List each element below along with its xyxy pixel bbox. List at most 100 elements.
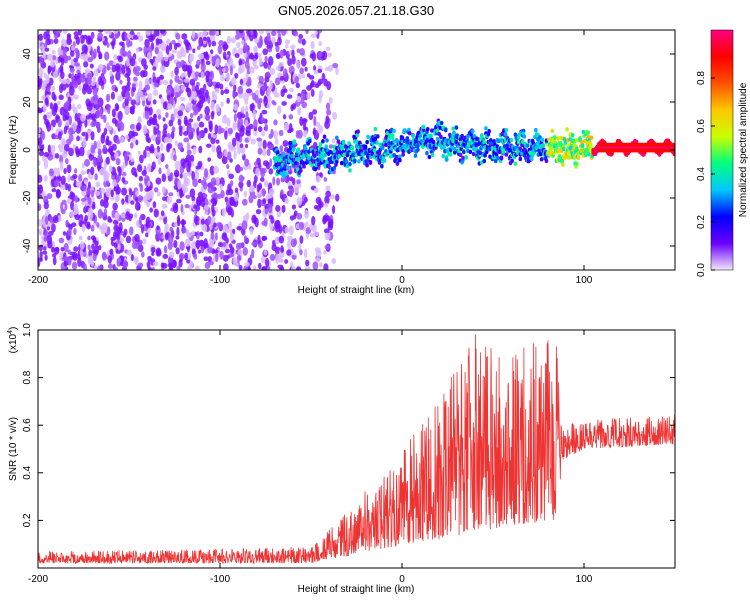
- spectrogram-cell: [254, 54, 258, 59]
- spectrogram-cell: [113, 224, 119, 232]
- spectrogram-cell: [173, 42, 178, 51]
- spectrogram-cell: [150, 134, 157, 141]
- spectrogram-cell: [283, 122, 290, 131]
- spectrogram-cell: [231, 137, 237, 147]
- spectrogram-cell: [144, 38, 150, 48]
- spectrogram-cell: [210, 101, 215, 111]
- spectrogram-cell: [171, 49, 178, 54]
- spectrogram-cell: [197, 161, 203, 168]
- spectrogram-cell: [250, 138, 256, 145]
- spectrogram-cell: [324, 232, 330, 241]
- spectrogram-cell: [94, 173, 98, 181]
- spectrogram-cell: [331, 205, 336, 215]
- spectrogram-cell: [325, 138, 329, 143]
- spectrogram-cell: [49, 102, 53, 110]
- spectrogram-cell: [205, 75, 210, 83]
- spectrogram-cell: [215, 139, 220, 144]
- spectrogram-cell: [278, 235, 285, 244]
- spectrogram-cell: [126, 249, 133, 256]
- spectrogram-cell: [176, 265, 181, 270]
- spectrogram-cell: [221, 115, 228, 124]
- spectrogram-cell: [363, 144, 368, 149]
- spectrogram-cell: [382, 158, 387, 163]
- spectrogram-cell: [41, 44, 45, 51]
- colorbar-tick-label: 0.0: [696, 263, 707, 277]
- spectrogram-cell: [90, 131, 95, 141]
- spectrogram-cell: [178, 253, 185, 260]
- spectrogram-cell: [174, 91, 179, 99]
- spectrogram-cell: [335, 67, 339, 76]
- spectrogram-cell: [318, 41, 323, 47]
- spectrogram-cell: [189, 154, 195, 163]
- spectrogram-cell: [184, 238, 191, 247]
- spectrogram-cell: [263, 180, 269, 187]
- spectrogram-cell: [114, 266, 119, 270]
- spectrogram-cell: [225, 189, 230, 196]
- spectrogram-cell: [147, 93, 153, 102]
- y-tick-label: 40: [22, 48, 33, 60]
- spectrogram-cell: [96, 161, 102, 170]
- spectrogram-cell: [326, 109, 332, 116]
- spectrogram-cell: [38, 78, 43, 86]
- spectrogram-cell: [441, 153, 446, 159]
- spectrogram-cell: [88, 210, 94, 221]
- spectrogram-cell: [429, 133, 433, 138]
- spectrogram-cell: [510, 158, 514, 164]
- spectrogram-cell: [252, 195, 257, 200]
- spectrogram-cell: [303, 130, 309, 135]
- spectrogram-cell: [129, 57, 136, 67]
- y-tick-label: 0.8: [22, 370, 33, 384]
- spectrogram-cell: [130, 254, 134, 262]
- spectrogram-cell: [299, 221, 305, 231]
- spectrogram-cell: [203, 181, 208, 190]
- spectrogram-cell: [243, 52, 248, 59]
- spectrogram-cell: [227, 206, 233, 216]
- spectrogram-cell: [44, 97, 49, 106]
- spectrogram-cell: [373, 126, 378, 132]
- spectrogram-cell: [238, 264, 243, 270]
- spectrogram-cell: [168, 192, 174, 197]
- spectrogram-cell: [170, 131, 175, 140]
- spectrogram-cell: [142, 125, 148, 134]
- spectrogram-cell: [78, 235, 83, 241]
- spectrogram-cell: [328, 97, 333, 104]
- colorbar-label: Normalized spectral amplitude: [738, 82, 749, 217]
- spectrogram-cell: [124, 105, 131, 115]
- spectrogram-cell: [121, 187, 128, 196]
- spectrogram-cell: [66, 33, 72, 38]
- spectrogram-cell: [392, 128, 396, 134]
- chart-title: GN05.2026.057.21.18.G30: [278, 3, 434, 18]
- spectrogram-cell: [267, 56, 274, 67]
- spectrogram-cell: [137, 164, 143, 173]
- spectrogram-cell: [184, 119, 189, 127]
- spectrogram-cell: [82, 83, 89, 91]
- spectrogram-cell: [84, 159, 90, 167]
- spectrogram-cell: [203, 36, 207, 42]
- spectrogram-cell: [184, 41, 191, 47]
- spectrogram-cell: [53, 38, 59, 44]
- snr-y-scale-suffix: ): [8, 327, 19, 330]
- spectrogram-cell: [155, 247, 162, 256]
- spectrogram-cell: [100, 212, 107, 217]
- spectrogram-cell: [504, 127, 509, 133]
- spectrogram-cell: [55, 30, 59, 36]
- spectrogram-cell: [153, 147, 158, 158]
- spectrogram-cell: [588, 142, 593, 147]
- spectrogram-cell: [305, 259, 310, 267]
- spectrogram-cell: [96, 109, 101, 119]
- spectrogram-cell: [315, 249, 322, 258]
- spectrogram-cell: [184, 252, 188, 261]
- spectrogram-cell: [71, 261, 78, 270]
- spectrogram-cell: [255, 209, 262, 215]
- spectrogram-cell: [296, 48, 301, 53]
- spectrogram-cell: [311, 215, 316, 226]
- spectrogram-cell: [284, 197, 289, 205]
- spectrogram-cell: [245, 143, 249, 149]
- spectrogram-cell: [262, 48, 268, 56]
- spectrogram-cell: [140, 94, 147, 102]
- spectrogram-cell: [170, 70, 174, 78]
- spectrogram-cell: [77, 257, 82, 268]
- spectrogram-cell: [63, 102, 70, 110]
- spectrogram-cell: [290, 266, 296, 270]
